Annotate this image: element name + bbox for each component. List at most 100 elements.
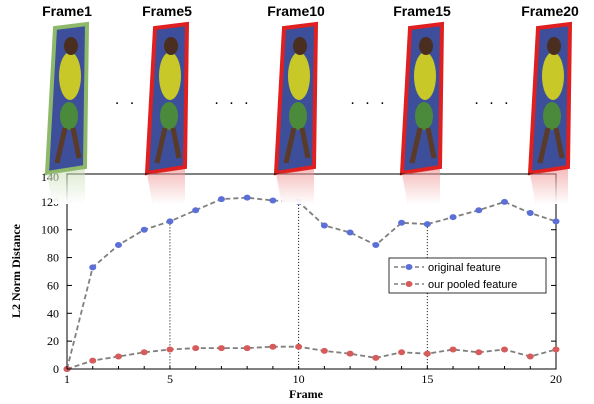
ellipsis-1: . . [115, 91, 137, 108]
data-point-pooled [372, 354, 380, 361]
frame-figure-torso [414, 52, 436, 100]
legend-entry-original: original feature [394, 262, 501, 274]
data-point-pooled [295, 343, 303, 350]
data-point-pooled [320, 347, 328, 354]
series-lines [66, 196, 557, 370]
frame-reflection-fade [276, 169, 314, 204]
data-point-pooled [166, 346, 174, 353]
ellipsis-2: . . . [214, 91, 251, 108]
frame-label-20: Frame20 [521, 3, 579, 19]
legend-label-original: original feature [428, 262, 501, 274]
data-point-original [501, 198, 509, 205]
series-line-original [66, 196, 557, 370]
frame-figure-leg [299, 127, 311, 159]
frame-figure-leg [283, 127, 297, 164]
frame-figure-leg [537, 127, 551, 164]
frame-label-10: Frame10 [267, 3, 325, 19]
data-point-original [398, 219, 406, 226]
frame-figure-shorts [289, 102, 307, 130]
y-tick-label: 0 [53, 362, 59, 376]
data-point-original [243, 194, 251, 201]
guide-lines [169, 201, 428, 369]
data-point-original [449, 214, 457, 221]
x-axis-ticks: 1 5 10 15 20 [64, 366, 562, 386]
frame-10: Frame10 [267, 3, 325, 176]
data-point-pooled [552, 346, 560, 353]
data-point-original [372, 242, 380, 249]
frame-border-4 [399, 21, 445, 176]
x-tick-label: 15 [421, 372, 433, 386]
data-point-pooled [217, 345, 225, 352]
data-point-pooled [398, 349, 406, 356]
data-point-original [140, 226, 148, 233]
frame-reflection-fade [530, 169, 568, 204]
legend-box [388, 257, 547, 294]
ellipsis-4: . . . [474, 91, 511, 108]
data-point-original [526, 210, 534, 216]
frame-figure-leg [54, 127, 68, 164]
ellipsis-3: . . . [350, 91, 387, 108]
data-point-pooled [449, 346, 457, 353]
series-points [63, 194, 560, 372]
frame-label-5: Frame5 [142, 3, 192, 19]
data-point-pooled [423, 350, 431, 357]
data-point-original [114, 242, 122, 249]
frame-15: Frame15 [393, 3, 451, 176]
frame-figure-head [419, 37, 433, 55]
x-axis-title: Frame [289, 387, 324, 401]
data-point-original [475, 207, 483, 214]
frame-border-5 [527, 21, 573, 176]
legend: original feature our pooled feature [388, 257, 547, 294]
data-point-pooled [243, 345, 251, 352]
y-tick-label: 60 [47, 278, 59, 292]
data-point-original [423, 221, 431, 228]
frame-reflection-fade [147, 169, 185, 204]
frame-figure-leg [70, 127, 82, 159]
y-tick-label: 80 [47, 251, 59, 265]
frame-figure-torso [59, 52, 81, 100]
data-point-original [192, 207, 200, 214]
data-point-pooled [269, 343, 277, 350]
frame-figure-leg [553, 127, 565, 159]
series-line-pooled [66, 345, 557, 370]
x-tick-label: 1 [64, 372, 70, 386]
frame-figure-head [547, 37, 561, 55]
frame-figure-torso [159, 52, 181, 100]
frame-figure-shorts [160, 102, 178, 130]
frame-figure-leg [409, 127, 423, 164]
frame-strip: Frame1 Frame5 Frame10 Frame15 Frame20 . … [42, 3, 579, 176]
data-point-pooled [475, 349, 483, 356]
frame-border-3 [273, 21, 319, 176]
frame-reflection-fade [402, 169, 440, 204]
y-axis-title: L2 Norm Distance [9, 223, 23, 318]
frame-1: Frame1 [42, 3, 92, 176]
frame-20: Frame20 [521, 3, 579, 176]
data-point-original [552, 218, 560, 225]
y-tick-label: 40 [47, 306, 59, 320]
frame-figure-shorts [543, 102, 561, 130]
y-tick-label: 20 [47, 334, 59, 348]
data-point-pooled [346, 350, 354, 357]
frame-label-15: Frame15 [393, 3, 451, 19]
frame-reflection-fade [47, 169, 85, 204]
frame-figure-leg [425, 127, 437, 159]
legend-marker-pooled [405, 281, 413, 287]
frame-figure-leg [154, 127, 168, 164]
x-tick-label: 20 [550, 372, 562, 386]
legend-label-pooled: our pooled feature [428, 279, 517, 291]
frame-figure-torso [288, 52, 310, 100]
data-point-original [89, 264, 97, 271]
frame-border-2 [144, 21, 190, 176]
data-point-pooled [192, 345, 200, 352]
y-tick-label: 100 [41, 223, 59, 237]
frame-border-1 [44, 21, 90, 176]
frame-figure-head [64, 37, 78, 55]
data-point-pooled [114, 353, 122, 360]
data-point-original [320, 222, 328, 229]
frame-figure-leg [170, 127, 182, 159]
data-point-original [217, 196, 225, 203]
legend-entry-pooled: our pooled feature [394, 279, 517, 291]
data-point-pooled [89, 357, 97, 364]
